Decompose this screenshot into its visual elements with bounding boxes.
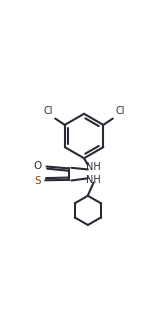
Text: Cl: Cl [43,106,53,116]
Text: Cl: Cl [115,106,125,116]
Text: NH: NH [86,162,101,172]
Text: O: O [34,161,42,170]
Text: NH: NH [86,175,101,185]
Text: S: S [34,176,41,186]
